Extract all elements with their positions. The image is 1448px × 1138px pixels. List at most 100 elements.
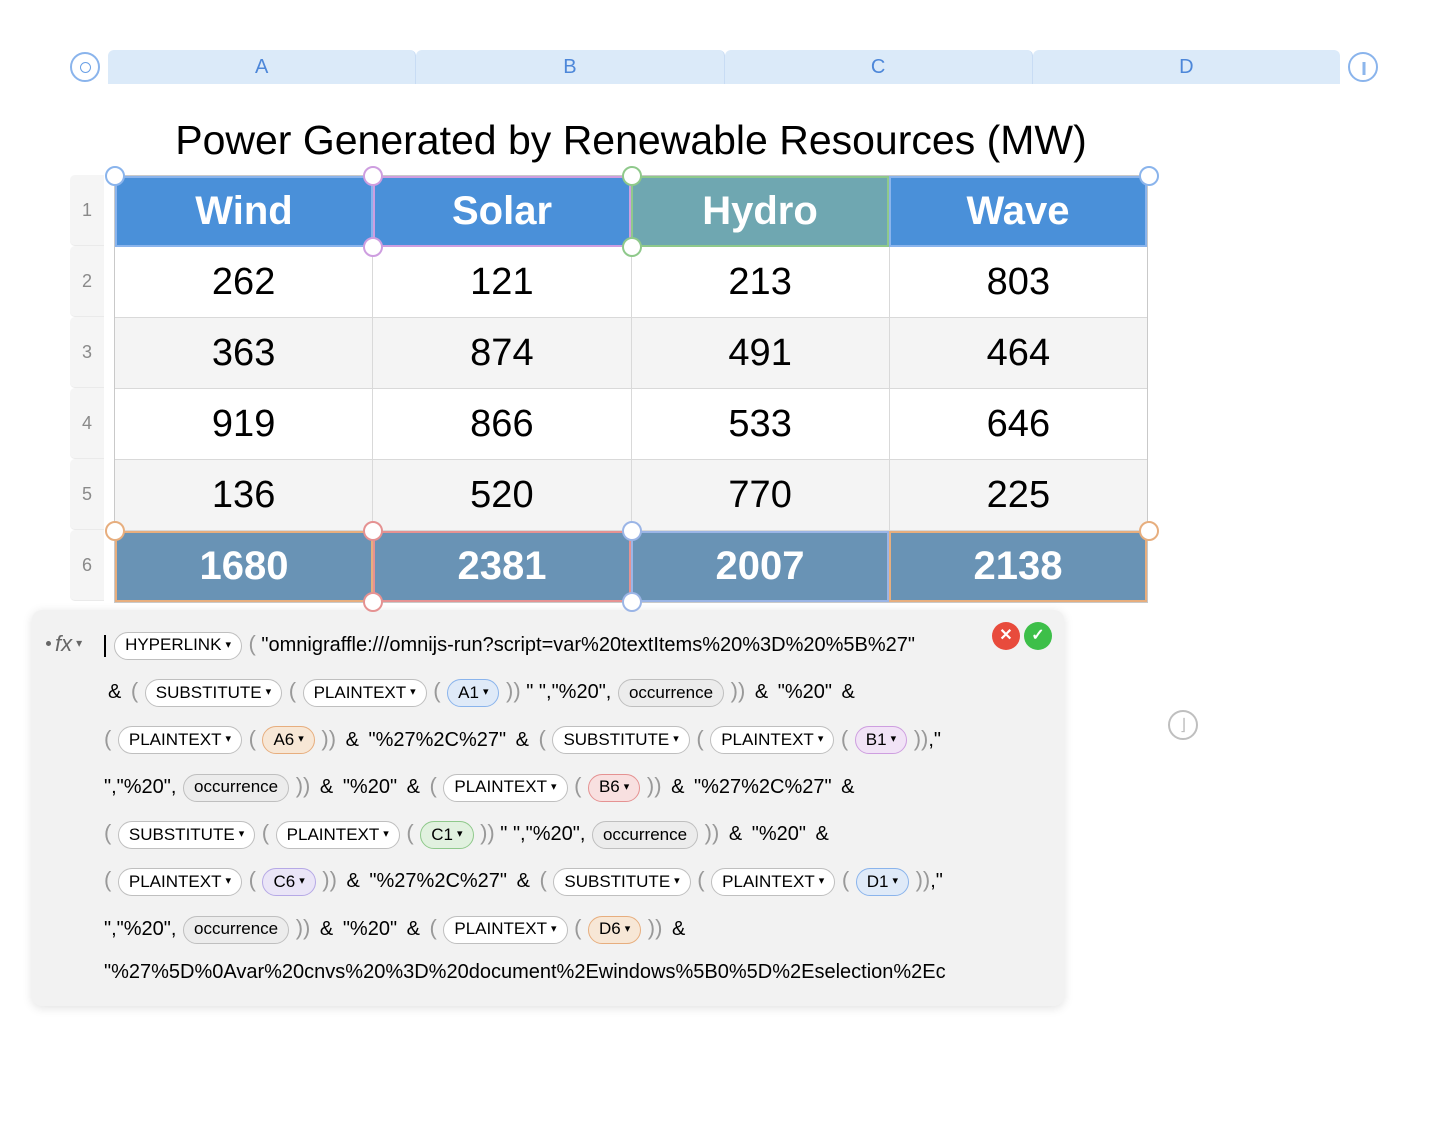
- fn-pill-hyperlink[interactable]: HYPERLINK▾: [114, 632, 242, 660]
- cell-B6[interactable]: 2381: [373, 531, 631, 602]
- ref-pill-C1[interactable]: C1 ▾: [420, 821, 473, 849]
- spreadsheet-grid: Wind Solar Hydro Wave 262 121 213 803 36…: [114, 175, 1148, 603]
- fn-pill-substitute[interactable]: SUBSTITUTE▾: [553, 868, 690, 896]
- arg-pill-occurrence[interactable]: occurrence: [592, 821, 698, 849]
- cell-C1[interactable]: Hydro: [631, 176, 889, 247]
- row-header-3[interactable]: 3: [70, 317, 104, 388]
- column-header-end-icon[interactable]: ||: [1348, 52, 1378, 82]
- cell-D1[interactable]: Wave: [889, 176, 1147, 247]
- selection-handle-icon[interactable]: [363, 237, 383, 257]
- cell-C6[interactable]: 2007: [631, 531, 889, 602]
- arg-pill-occurrence[interactable]: occurrence: [183, 916, 289, 944]
- cell-D4[interactable]: 646: [890, 389, 1147, 460]
- selection-handle-icon[interactable]: [105, 166, 125, 186]
- formula-text: "%27%2C%27": [368, 729, 506, 751]
- row-header-4[interactable]: 4: [70, 388, 104, 459]
- col-header-B[interactable]: B: [416, 50, 724, 84]
- formula-text: "%27%2C%27": [369, 870, 507, 892]
- selection-handle-icon[interactable]: [105, 521, 125, 541]
- ref-pill-D6[interactable]: D6 ▾: [588, 916, 641, 944]
- formula-text: ,": [930, 870, 943, 892]
- selection-handle-icon[interactable]: [622, 166, 642, 186]
- cell-D3[interactable]: 464: [890, 318, 1147, 389]
- selection-handle-icon[interactable]: [1139, 521, 1159, 541]
- reject-button[interactable]: ✕: [992, 622, 1020, 650]
- cell-C2[interactable]: 213: [632, 247, 890, 318]
- formula-action-buttons: ✕ ✓: [992, 622, 1052, 650]
- selection-handle-icon[interactable]: [622, 237, 642, 257]
- cell-B3[interactable]: 874: [373, 318, 631, 389]
- selection-handle-icon[interactable]: [1139, 166, 1159, 186]
- fn-pill-plaintext[interactable]: PLAINTEXT▾: [711, 868, 835, 896]
- fn-pill-plaintext[interactable]: PLAINTEXT▾: [710, 726, 834, 754]
- cell-A2[interactable]: 262: [115, 247, 373, 318]
- fn-pill-plaintext[interactable]: PLAINTEXT▾: [443, 916, 567, 944]
- selection-handle-icon[interactable]: [622, 521, 642, 541]
- table-title: Power Generated by Renewable Resources (…: [114, 105, 1148, 175]
- arg-pill-occurrence[interactable]: occurrence: [618, 679, 724, 707]
- fn-pill-substitute[interactable]: SUBSTITUTE▾: [118, 821, 255, 849]
- selection-handle-icon[interactable]: [622, 592, 642, 612]
- cell-B4[interactable]: 866: [373, 389, 631, 460]
- fx-label: fx▾: [46, 620, 82, 667]
- ref-pill-D1[interactable]: D1 ▾: [856, 868, 909, 896]
- corner-icon[interactable]: ⌋: [1168, 710, 1198, 740]
- table-row: 262 121 213 803: [115, 247, 1147, 318]
- formula-text: "omnigraffle:///omnijs-run?script=var%20…: [261, 634, 915, 656]
- cell-A5[interactable]: 136: [115, 460, 373, 531]
- formula-content[interactable]: HYPERLINK▾ ( "omnigraffle:///omnijs-run?…: [104, 620, 1052, 994]
- fn-pill-substitute[interactable]: SUBSTITUTE▾: [145, 679, 282, 707]
- row-numbers: 1 2 3 4 5 6: [70, 175, 104, 601]
- row-header-5[interactable]: 5: [70, 459, 104, 530]
- cell-C5[interactable]: 770: [632, 460, 890, 531]
- accept-button[interactable]: ✓: [1024, 622, 1052, 650]
- ref-pill-A1[interactable]: A1 ▾: [447, 679, 499, 707]
- formula-text: ","%20",: [104, 776, 176, 798]
- ref-pill-C6[interactable]: C6 ▾: [262, 868, 315, 896]
- col-header-C[interactable]: C: [725, 50, 1033, 84]
- formula-text: "%20": [343, 776, 397, 798]
- fn-pill-plaintext[interactable]: PLAINTEXT▾: [276, 821, 400, 849]
- table-select-all-circle[interactable]: [70, 52, 100, 82]
- formula-text: ","%20",: [104, 918, 176, 940]
- fn-pill-plaintext[interactable]: PLAINTEXT▾: [118, 726, 242, 754]
- selection-handle-icon[interactable]: [363, 592, 383, 612]
- formula-text: "%27%2C%27": [694, 776, 832, 798]
- cell-C4[interactable]: 533: [632, 389, 890, 460]
- row-header-6[interactable]: 6: [70, 530, 104, 601]
- table-row: 919 866 533 646: [115, 389, 1147, 460]
- cell-D5[interactable]: 225: [890, 460, 1147, 531]
- cell-A1[interactable]: Wind: [115, 176, 373, 247]
- row-header-2[interactable]: 2: [70, 246, 104, 317]
- fn-pill-plaintext[interactable]: PLAINTEXT▾: [118, 868, 242, 896]
- cell-A3[interactable]: 363: [115, 318, 373, 389]
- cell-B2[interactable]: 121: [373, 247, 631, 318]
- arg-pill-occurrence[interactable]: occurrence: [183, 774, 289, 802]
- formula-editor[interactable]: fx▾ ✕ ✓ HYPERLINK▾ ( "omnigraffle:///omn…: [32, 610, 1064, 1006]
- column-headers: A B C D: [108, 50, 1340, 84]
- col-header-D[interactable]: D: [1033, 50, 1340, 84]
- cell-D2[interactable]: 803: [890, 247, 1147, 318]
- selection-handle-icon[interactable]: [363, 521, 383, 541]
- selection-handle-icon[interactable]: [363, 166, 383, 186]
- col-header-A[interactable]: A: [108, 50, 416, 84]
- cell-A4[interactable]: 919: [115, 389, 373, 460]
- ref-pill-B6[interactable]: B6 ▾: [588, 774, 640, 802]
- text-cursor: [104, 635, 106, 657]
- formula-text: "%20": [778, 681, 832, 703]
- cell-D6[interactable]: 2138: [889, 531, 1147, 602]
- cell-B5[interactable]: 520: [373, 460, 631, 531]
- fn-pill-plaintext[interactable]: PLAINTEXT▾: [443, 774, 567, 802]
- row-header-1[interactable]: 1: [70, 175, 104, 246]
- cell-A6[interactable]: 1680: [115, 531, 373, 602]
- cell-C3[interactable]: 491: [632, 318, 890, 389]
- ref-pill-A6[interactable]: A6 ▾: [262, 726, 314, 754]
- formula-text: ,": [928, 729, 941, 751]
- fn-pill-plaintext[interactable]: PLAINTEXT▾: [303, 679, 427, 707]
- formula-text: "%27%5D%0Avar%20cnvs%20%3D%20document%2E…: [104, 961, 946, 983]
- ref-pill-B1[interactable]: B1 ▾: [855, 726, 907, 754]
- fn-pill-substitute[interactable]: SUBSTITUTE▾: [552, 726, 689, 754]
- column-header-bar: A B C D ||: [70, 50, 1378, 84]
- formula-text: "%20": [343, 918, 397, 940]
- cell-B1[interactable]: Solar: [373, 176, 631, 247]
